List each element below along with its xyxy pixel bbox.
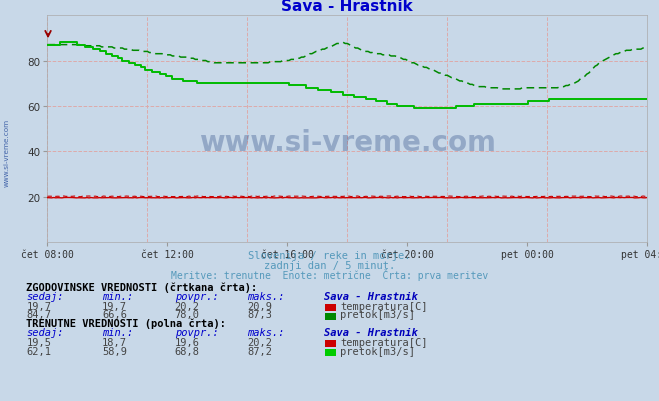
Text: Sava - Hrastnik: Sava - Hrastnik [324,328,418,338]
Text: temperatura[C]: temperatura[C] [340,301,428,311]
Text: 19,6: 19,6 [175,337,200,347]
Text: temperatura[C]: temperatura[C] [340,337,428,347]
Text: 20,9: 20,9 [247,301,272,311]
Text: zadnji dan / 5 minut.: zadnji dan / 5 minut. [264,261,395,271]
Text: sedaj:: sedaj: [26,328,64,338]
Text: 66,6: 66,6 [102,310,127,320]
Text: www.si-vreme.com: www.si-vreme.com [3,118,10,186]
Text: 87,2: 87,2 [247,346,272,356]
Text: sedaj:: sedaj: [26,292,64,302]
Text: maks.:: maks.: [247,292,285,302]
Text: TRENUTNE VREDNOSTI (polna črta):: TRENUTNE VREDNOSTI (polna črta): [26,318,226,328]
Title: Sava - Hrastnik: Sava - Hrastnik [281,0,413,14]
Text: www.si-vreme.com: www.si-vreme.com [199,129,496,157]
Text: pretok[m3/s]: pretok[m3/s] [340,310,415,320]
Text: min.:: min.: [102,328,133,338]
Text: 87,3: 87,3 [247,310,272,320]
Text: 19,5: 19,5 [26,337,51,347]
Text: min.:: min.: [102,292,133,302]
Text: 84,7: 84,7 [26,310,51,320]
Text: 68,8: 68,8 [175,346,200,356]
Text: maks.:: maks.: [247,328,285,338]
Text: 62,1: 62,1 [26,346,51,356]
Text: Slovenija / reke in morje.: Slovenija / reke in morje. [248,250,411,260]
Text: 78,0: 78,0 [175,310,200,320]
Text: ZGODOVINSKE VREDNOSTI (črtkana črta):: ZGODOVINSKE VREDNOSTI (črtkana črta): [26,282,258,292]
Text: 20,2: 20,2 [247,337,272,347]
Text: 19,7: 19,7 [26,301,51,311]
Text: 58,9: 58,9 [102,346,127,356]
Text: 19,7: 19,7 [102,301,127,311]
Text: povpr.:: povpr.: [175,292,218,302]
Text: 18,7: 18,7 [102,337,127,347]
Text: pretok[m3/s]: pretok[m3/s] [340,346,415,356]
Text: Meritve: trenutne  Enote: metrične  Črta: prva meritev: Meritve: trenutne Enote: metrične Črta: … [171,269,488,281]
Text: povpr.:: povpr.: [175,328,218,338]
Text: 20,2: 20,2 [175,301,200,311]
Text: Sava - Hrastnik: Sava - Hrastnik [324,292,418,302]
